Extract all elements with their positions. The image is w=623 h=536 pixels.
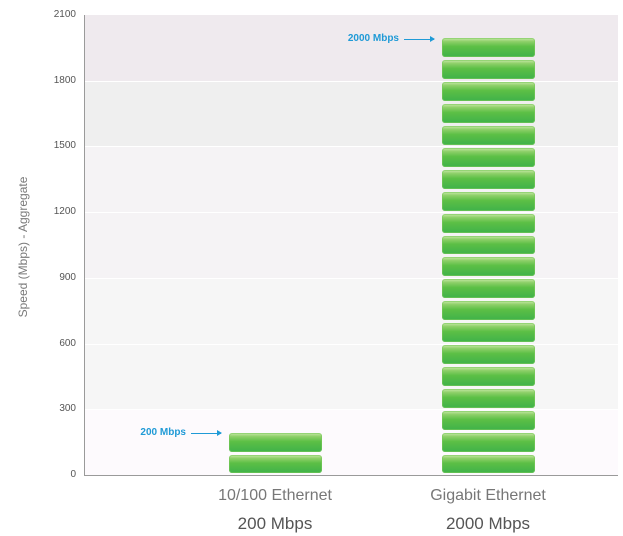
value-annotation: 200 Mbps	[140, 427, 186, 439]
grid-band	[85, 146, 618, 213]
bar-segment	[442, 60, 535, 80]
bar-segment	[442, 191, 535, 211]
bar-segment	[442, 323, 535, 343]
y-tick-label: 1500	[53, 140, 76, 152]
grid-band	[85, 343, 618, 410]
bar-segment	[442, 38, 535, 58]
bar-segment	[442, 279, 535, 299]
bar-segment	[442, 104, 535, 123]
gridline	[85, 146, 618, 148]
y-tick-label: 900	[59, 271, 76, 283]
bar-segment	[442, 235, 535, 255]
bar-segment	[442, 213, 535, 233]
y-tick-label: 1200	[53, 206, 76, 218]
category-label-gigabit: Gigabit Ethernet	[430, 487, 546, 504]
y-tick-label: 300	[59, 403, 76, 415]
bar-segment	[442, 126, 535, 145]
gridline	[85, 343, 618, 345]
bar-segment	[442, 410, 535, 430]
y-tick-label: 600	[59, 337, 76, 349]
value-annotation: 2000 Mbps	[347, 32, 399, 44]
grid-band	[85, 277, 618, 344]
grid-band	[85, 212, 618, 278]
y-axis-line	[84, 15, 85, 476]
arrow-icon	[404, 35, 435, 42]
bar-segment	[442, 345, 535, 364]
x-axis-line	[84, 475, 618, 476]
gridline	[85, 409, 618, 411]
grid-band	[85, 15, 618, 81]
grid-band	[85, 409, 618, 475]
bar-segment	[442, 257, 535, 277]
gridline	[85, 277, 618, 279]
bar-segment	[229, 454, 322, 474]
category-label-10-100: 10/100 Ethernet	[218, 487, 332, 504]
category-value-10-100: 200 Mbps	[237, 514, 313, 533]
bar-segment	[442, 366, 535, 386]
bar-segment	[442, 301, 535, 321]
y-axis-label: Speed (Mbps) - Aggregate	[16, 176, 30, 318]
bar-segment	[229, 432, 322, 452]
arrow-icon	[191, 430, 222, 437]
bar-segment	[442, 388, 535, 408]
category-value-gigabit: 2000 Mbps	[445, 514, 531, 533]
y-tick-label: 2100	[53, 9, 76, 20]
bar-segment	[442, 147, 535, 167]
bar-segment	[442, 169, 535, 189]
y-tick-label: 1800	[53, 74, 76, 86]
bar-segment	[442, 432, 535, 452]
bar-segment	[442, 454, 535, 474]
bar-segment	[442, 82, 535, 102]
gridline	[85, 212, 618, 214]
grid-band	[85, 80, 618, 147]
y-tick-label: 0	[70, 469, 76, 480]
gridline	[85, 80, 618, 82]
